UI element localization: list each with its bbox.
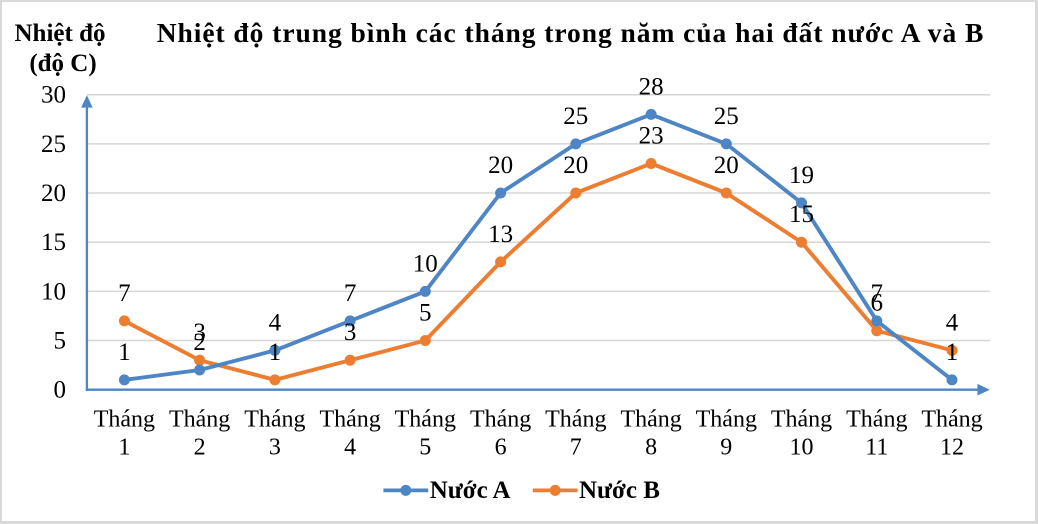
svg-text:28: 28	[639, 73, 664, 100]
svg-text:6: 6	[495, 435, 507, 461]
svg-text:3: 3	[269, 435, 281, 461]
svg-text:6: 6	[871, 290, 884, 317]
svg-text:25: 25	[563, 103, 588, 130]
svg-text:11: 11	[865, 435, 888, 461]
svg-text:Tháng: Tháng	[771, 407, 832, 433]
svg-text:9: 9	[720, 435, 732, 461]
svg-text:15: 15	[41, 229, 66, 256]
svg-text:5: 5	[54, 327, 67, 354]
svg-text:3: 3	[344, 319, 357, 346]
svg-text:1: 1	[118, 339, 131, 366]
svg-text:1: 1	[946, 339, 959, 366]
svg-text:23: 23	[639, 123, 664, 150]
svg-text:Tháng: Tháng	[620, 407, 681, 433]
svg-text:15: 15	[789, 201, 814, 228]
svg-text:20: 20	[563, 152, 588, 179]
svg-text:10: 10	[413, 250, 438, 277]
svg-text:3: 3	[193, 319, 206, 346]
svg-text:2: 2	[193, 329, 206, 356]
svg-text:5: 5	[419, 435, 431, 461]
svg-text:Tháng: Tháng	[696, 407, 757, 433]
svg-text:Tháng: Tháng	[921, 407, 982, 433]
svg-text:Tháng: Tháng	[94, 407, 155, 433]
svg-text:4: 4	[946, 309, 959, 336]
svg-text:Tháng: Tháng	[169, 407, 230, 433]
svg-text:20: 20	[488, 152, 513, 179]
svg-text:Tháng: Tháng	[545, 407, 606, 433]
svg-text:Tháng: Tháng	[319, 407, 380, 433]
svg-text:8: 8	[645, 435, 657, 461]
svg-text:4: 4	[344, 435, 356, 461]
svg-text:Nước A: Nước A	[430, 477, 511, 504]
svg-text:Nhiệt độ trung bình các tháng: Nhiệt độ trung bình các tháng trong năm …	[157, 17, 985, 48]
svg-text:7: 7	[570, 435, 582, 461]
svg-text:19: 19	[789, 162, 814, 189]
svg-text:Tháng: Tháng	[244, 407, 305, 433]
svg-text:5: 5	[419, 300, 432, 327]
svg-text:20: 20	[714, 152, 739, 179]
svg-text:Nhiệt độ: Nhiệt độ	[15, 20, 106, 47]
svg-text:13: 13	[488, 221, 513, 248]
svg-text:4: 4	[269, 309, 282, 336]
svg-text:Tháng: Tháng	[395, 407, 456, 433]
svg-text:1: 1	[118, 435, 130, 461]
svg-text:25: 25	[714, 103, 739, 130]
svg-text:0: 0	[54, 377, 67, 404]
svg-text:7: 7	[344, 280, 357, 307]
svg-text:30: 30	[41, 82, 66, 109]
svg-text:12: 12	[940, 435, 964, 461]
svg-text:7: 7	[871, 280, 884, 307]
svg-text:20: 20	[41, 180, 66, 207]
svg-text:7: 7	[118, 280, 131, 307]
svg-text:Tháng: Tháng	[470, 407, 531, 433]
svg-text:10: 10	[41, 278, 66, 305]
svg-text:(độ C): (độ C)	[29, 50, 96, 77]
svg-text:25: 25	[41, 131, 66, 158]
svg-text:10: 10	[790, 435, 814, 461]
svg-text:1: 1	[269, 339, 282, 366]
svg-text:Nước B: Nước B	[579, 477, 660, 504]
svg-text:Tháng: Tháng	[846, 407, 907, 433]
svg-text:2: 2	[194, 435, 206, 461]
